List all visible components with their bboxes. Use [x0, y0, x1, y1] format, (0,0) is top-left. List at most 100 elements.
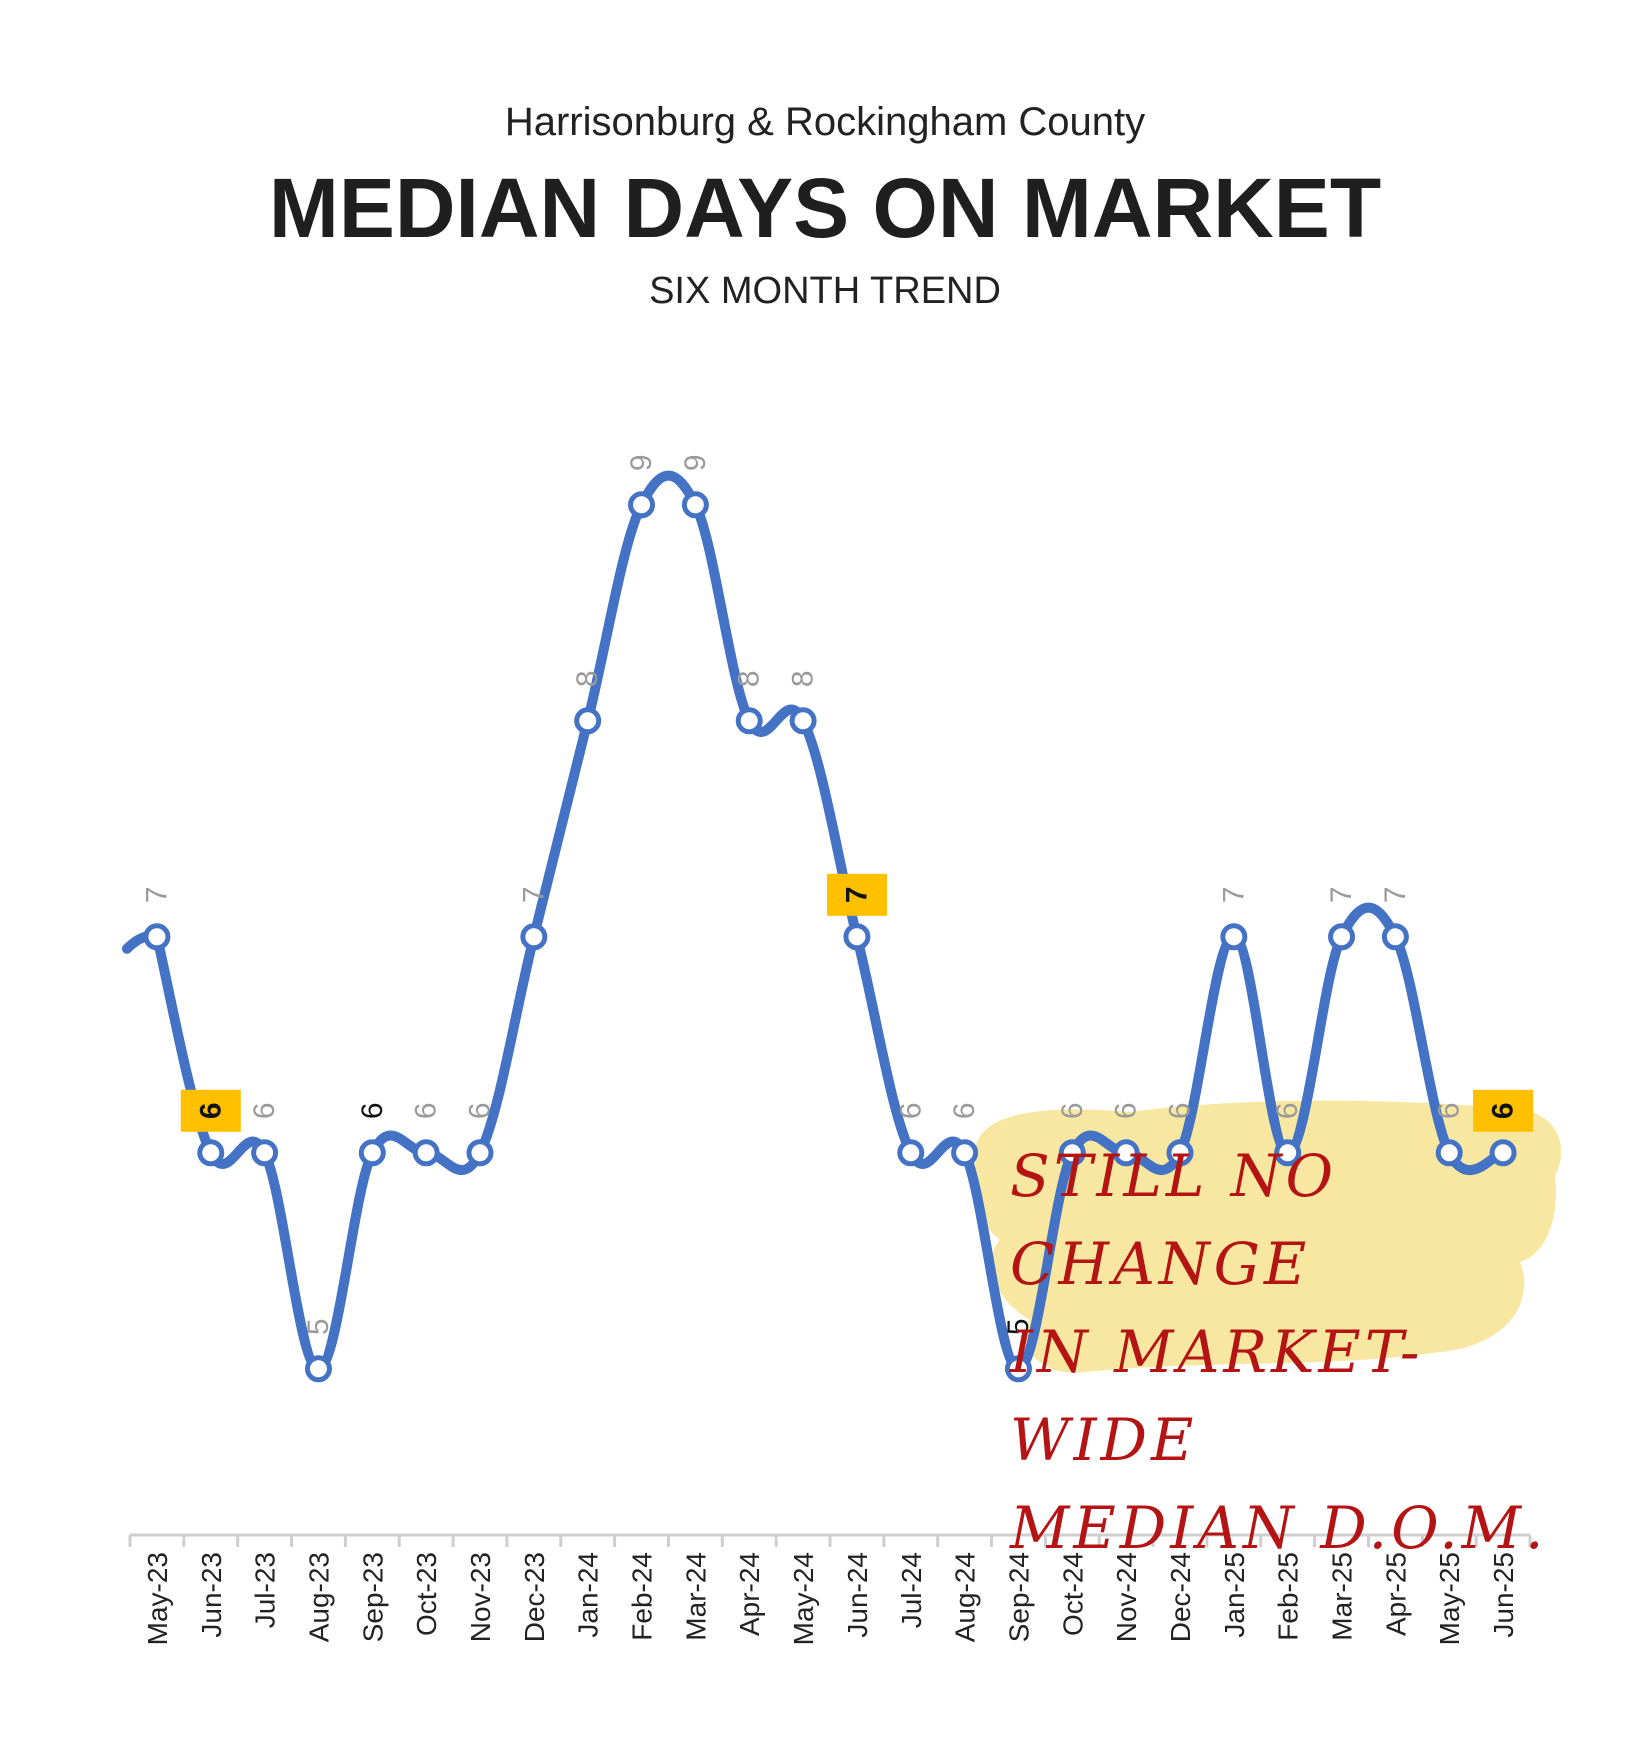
- data-label-text: 7: [1217, 886, 1250, 903]
- data-label: 7: [1379, 886, 1412, 903]
- data-label-text: 5: [1002, 1318, 1035, 1335]
- data-point: [897, 1139, 925, 1167]
- x-tick-label: Jan-24: [573, 1552, 604, 1638]
- data-label: 6: [1164, 1102, 1197, 1119]
- data-label: 6: [894, 1102, 927, 1119]
- x-tick-label: May-25: [1434, 1552, 1465, 1645]
- data-label: 6: [248, 1102, 281, 1119]
- data-point: [1435, 1139, 1463, 1167]
- data-point: [1112, 1139, 1140, 1167]
- data-label: 5: [302, 1318, 335, 1335]
- x-tick-label: Jul-24: [896, 1552, 927, 1628]
- data-label-highlight: [1473, 1089, 1534, 1132]
- data-label-text: 9: [679, 454, 712, 471]
- data-label: 7: [1325, 886, 1358, 903]
- data-label-text: 5: [302, 1318, 335, 1335]
- annotation-line-3: median D.O.M.: [1010, 1494, 1548, 1562]
- x-axis: May-23 Jun-23 Jul-23 Aug-23 Sep-23 Oct-23 Nov-…: [128, 1533, 1532, 1645]
- data-label-text: 6: [1056, 1102, 1089, 1119]
- annotation-background: [970, 1100, 1562, 1373]
- data-label-text: 6: [1271, 1102, 1304, 1119]
- data-point: [843, 923, 871, 951]
- series-line: [121, 470, 1509, 1374]
- x-tick-label: Mar-24: [680, 1552, 711, 1641]
- x-tick-label: Aug-23: [303, 1552, 334, 1642]
- data-point: [251, 1139, 279, 1167]
- data-point: [574, 707, 602, 735]
- data-label: 8: [787, 670, 820, 687]
- x-tick-label: Jun-25: [1488, 1552, 1519, 1638]
- data-label: 6: [180, 1089, 241, 1132]
- data-label: 6: [1271, 1102, 1304, 1119]
- data-label: 9: [625, 454, 658, 471]
- data-label: 6: [410, 1102, 443, 1119]
- data-label: 5: [1002, 1318, 1035, 1335]
- annotation-line-2: in market-wide: [1010, 1318, 1424, 1474]
- data-point: [1220, 923, 1248, 951]
- data-label: 6: [948, 1102, 981, 1119]
- chart-subtitle: SIX MONTH TREND: [649, 270, 1001, 312]
- data-label: 6: [1056, 1102, 1089, 1119]
- data-label-text: 7: [1379, 886, 1412, 903]
- data-point: [1328, 923, 1356, 951]
- data-point: [1274, 1139, 1302, 1167]
- data-label-text: 6: [356, 1102, 389, 1119]
- x-tick-label: May-23: [142, 1552, 173, 1645]
- data-point: [735, 707, 763, 735]
- x-tick-label: Dec-24: [1165, 1552, 1196, 1642]
- x-tick-label: Oct-23: [411, 1552, 442, 1636]
- x-tick-label: Jul-23: [250, 1552, 281, 1628]
- data-label-text: 8: [787, 670, 820, 687]
- x-tick-label: Jun-23: [196, 1552, 227, 1638]
- x-tick-label: Mar-25: [1327, 1552, 1358, 1641]
- data-label: 9: [679, 454, 712, 471]
- x-tick-label: Dec-23: [519, 1552, 550, 1642]
- data-label: 7: [517, 886, 550, 903]
- data-label-text: 6: [194, 1102, 227, 1119]
- x-tick-label: Apr-25: [1380, 1552, 1411, 1636]
- data-label-text: 6: [1164, 1102, 1197, 1119]
- x-tick-label: Oct-24: [1057, 1552, 1088, 1636]
- data-point: [358, 1139, 386, 1167]
- data-point: [628, 491, 656, 519]
- data-labels: 7 6 6 5 6 6 6 7 8 9 9 8 8 7 6 6 5 6 6 6 7 6 7 7 6 6: [140, 454, 1534, 1335]
- data-label-highlight: [180, 1089, 241, 1132]
- data-point: [520, 923, 548, 951]
- x-tick-label: Feb-25: [1273, 1552, 1304, 1641]
- data-label-text: 7: [840, 886, 873, 903]
- x-tick-label: Apr-24: [734, 1552, 765, 1636]
- data-point: [1058, 1139, 1086, 1167]
- data-label-text: 6: [948, 1102, 981, 1119]
- data-label-text: 6: [464, 1102, 497, 1119]
- data-label: 6: [1110, 1102, 1143, 1119]
- data-point: [1166, 1139, 1194, 1167]
- data-label: 6: [1473, 1089, 1534, 1132]
- annotation-note: Still no change in market-wide median D.…: [980, 1100, 1550, 1562]
- data-point: [1381, 923, 1409, 951]
- annotation-text: Still no change in market-wide median D.…: [1010, 1132, 1550, 1572]
- data-label: 7: [140, 886, 173, 903]
- x-tick-label: Feb-24: [627, 1552, 658, 1641]
- x-tick-label: Sep-24: [1003, 1552, 1034, 1642]
- chart-region-label: Harrisonburg & Rockingham County: [504, 100, 1146, 144]
- data-label: 8: [733, 670, 766, 687]
- data-label-text: 6: [1433, 1102, 1466, 1119]
- data-point: [197, 1139, 225, 1167]
- data-label-text: 7: [1325, 886, 1358, 903]
- data-label-text: 6: [1110, 1102, 1143, 1119]
- x-tick-label: May-24: [788, 1552, 819, 1645]
- x-tick-label: Nov-24: [1111, 1552, 1142, 1642]
- x-tick-label: Sep-23: [357, 1552, 388, 1642]
- annotation-highlight: [970, 1100, 1562, 1373]
- data-point: [951, 1139, 979, 1167]
- data-point: [681, 491, 709, 519]
- data-label-text: 6: [410, 1102, 443, 1119]
- data-label-text: 6: [1487, 1102, 1520, 1119]
- data-point: [789, 707, 817, 735]
- data-label: 8: [571, 670, 604, 687]
- data-label: 7: [826, 873, 887, 916]
- data-label-highlight: [826, 873, 887, 916]
- data-label-text: 8: [571, 670, 604, 687]
- data-point: [1004, 1355, 1032, 1383]
- x-tick-label: Aug-24: [950, 1552, 981, 1642]
